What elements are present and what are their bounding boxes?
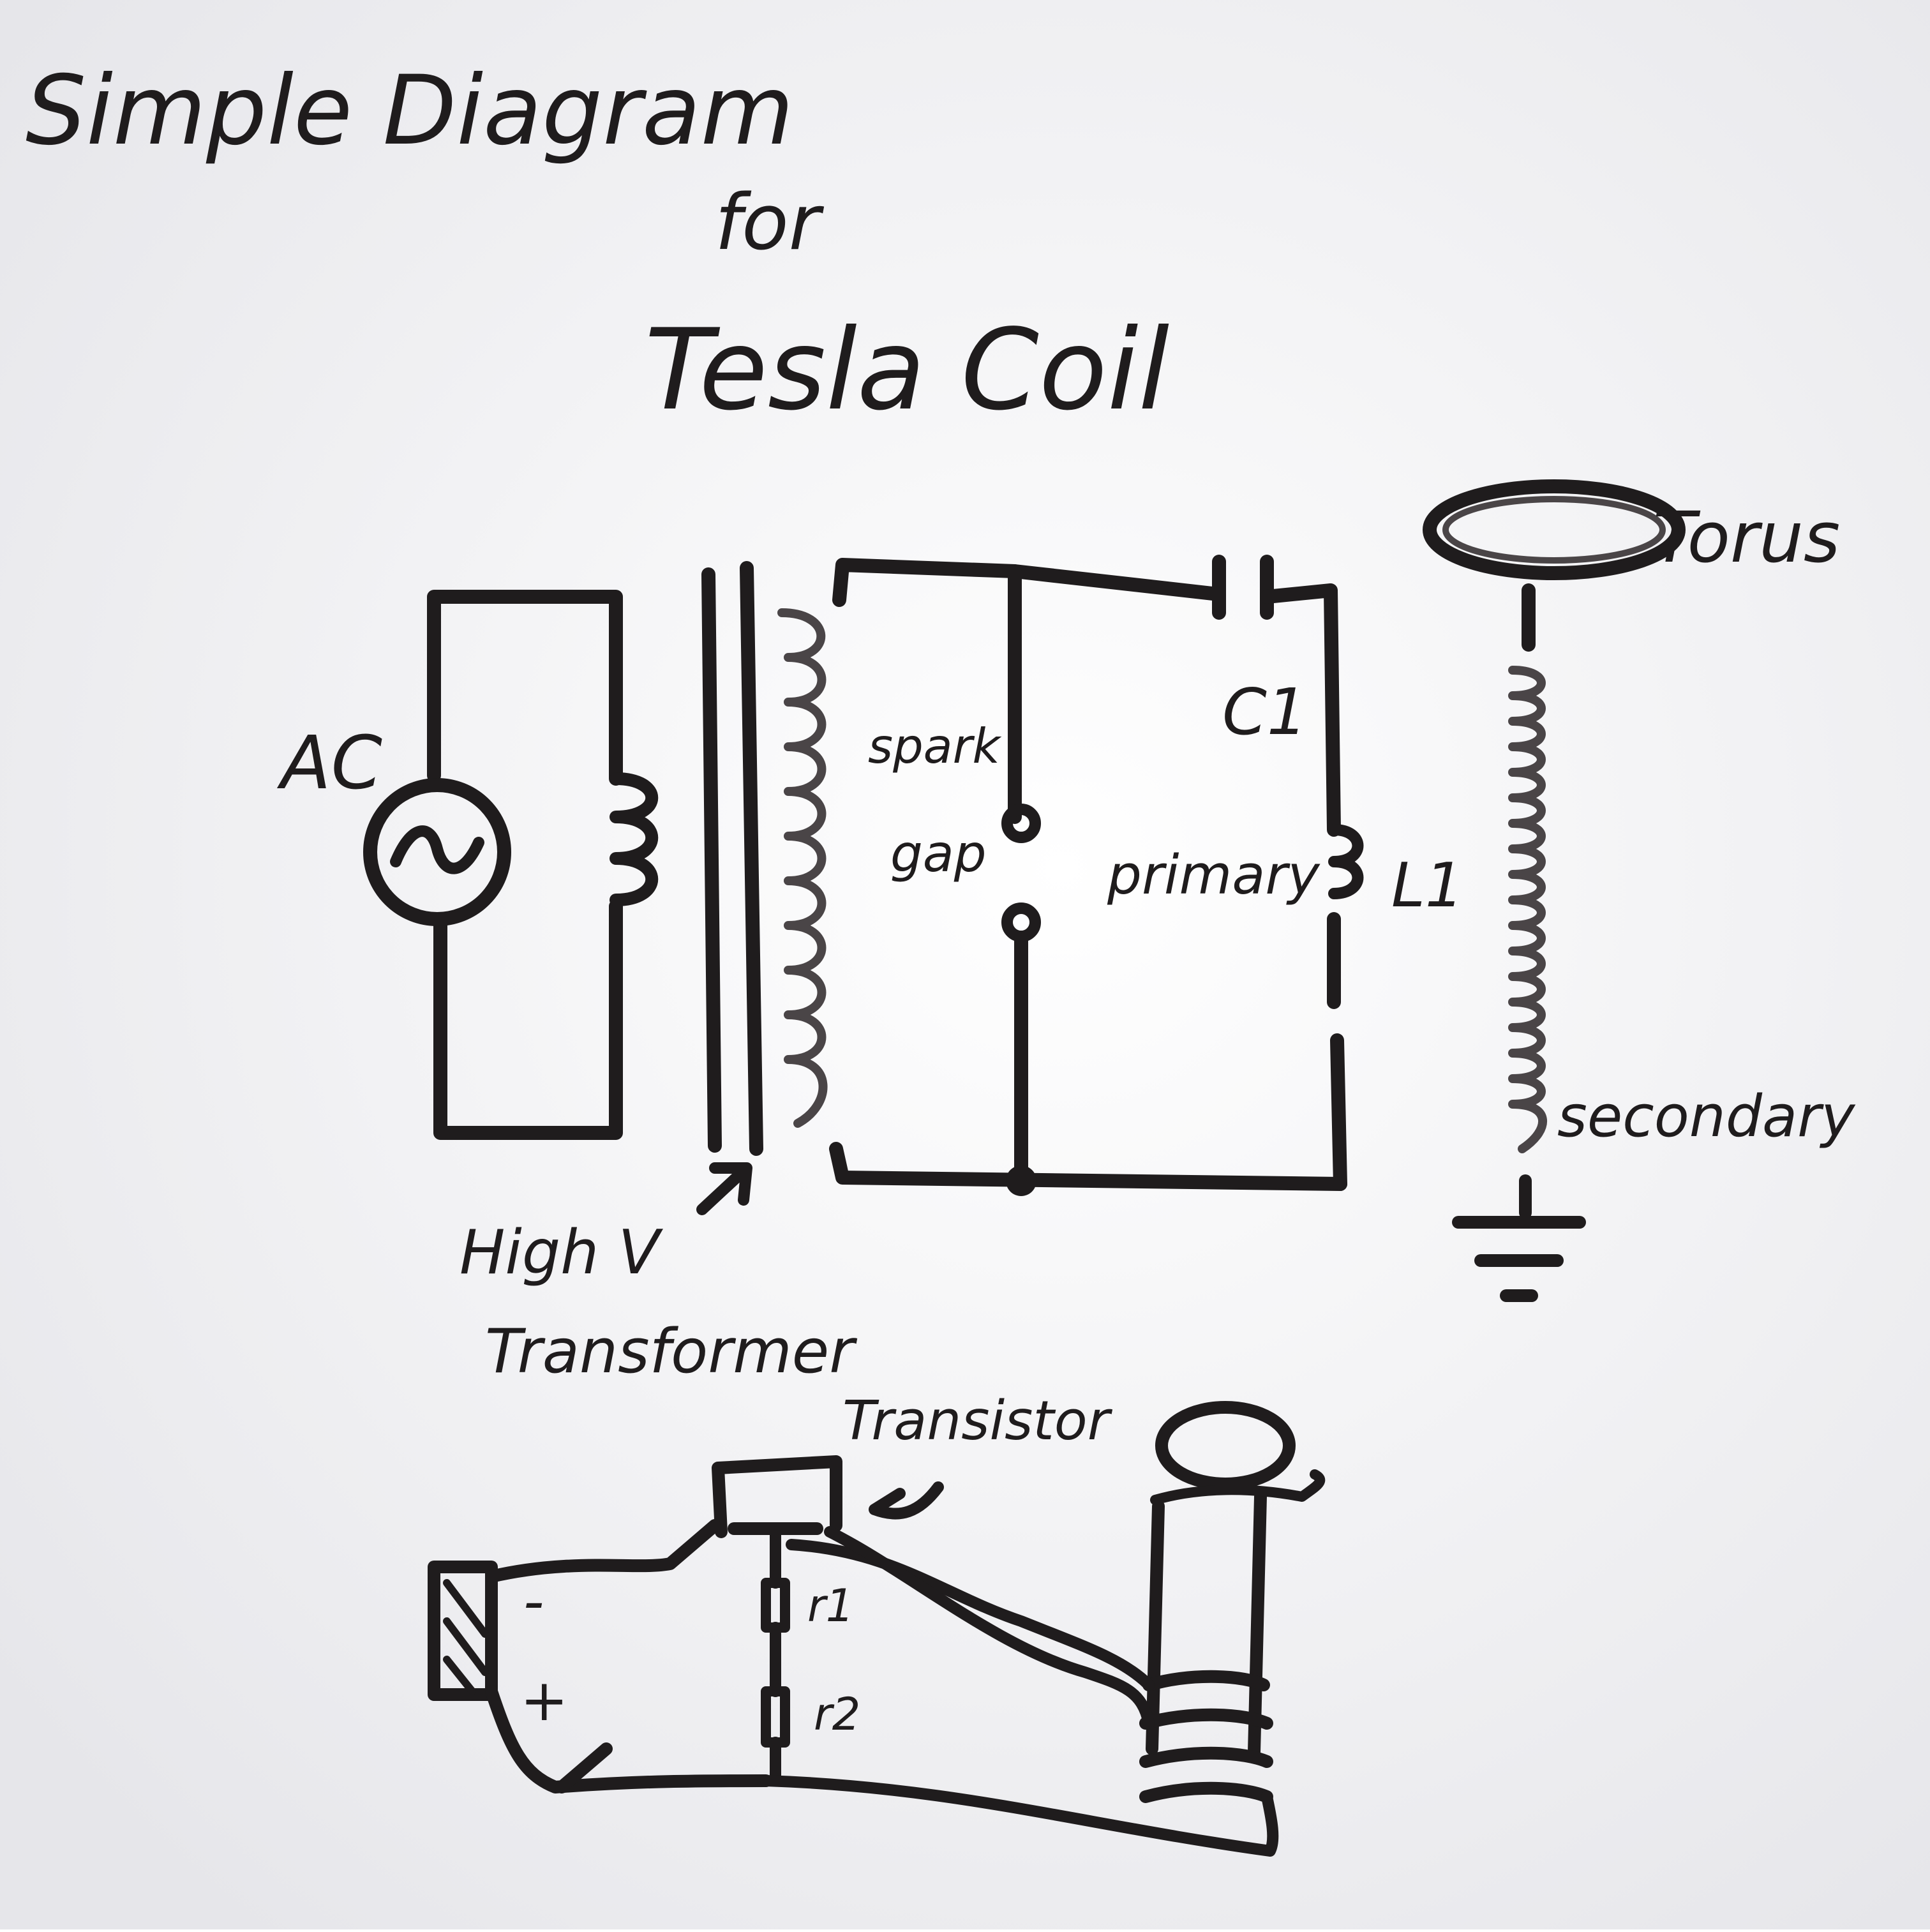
mini-torus <box>1155 1401 1296 1490</box>
battery-plus-label: + <box>520 1667 568 1734</box>
spark-gap-electrode-top <box>1001 804 1041 843</box>
torus-inner-ring <box>1442 496 1666 564</box>
r1-label: r1 <box>807 1580 854 1632</box>
battery-hatch <box>443 1579 489 1695</box>
title-line-3: Tesla Coil <box>645 306 1169 435</box>
ac-circuit: AC <box>276 590 658 1140</box>
transistor-body <box>712 1455 842 1538</box>
gap-label: gap <box>890 824 987 883</box>
tank-wire-top <box>832 558 1220 607</box>
transformer-primary-winding <box>610 772 658 906</box>
wire-return-to-coil <box>760 1775 1279 1857</box>
junction-dot <box>1006 1165 1036 1196</box>
secondary-winding <box>1508 666 1548 1153</box>
mini-primary-turns <box>1139 1670 1273 1803</box>
transistor-circuit: - + Transistor r1 r2 <box>428 1389 1326 1857</box>
spark-label: spark <box>868 718 1001 774</box>
transistor-label: Transistor <box>842 1389 1113 1453</box>
primary-label: primary <box>1107 844 1320 907</box>
capacitor-plates <box>1212 555 1274 620</box>
tank-wire-bottom <box>829 1142 1347 1191</box>
mini-coil-tube <box>1146 1490 1267 1758</box>
wire-battery-bottom <box>485 1685 772 1793</box>
title-line-2: for <box>715 179 825 267</box>
transistor-arrow-icon <box>869 1481 944 1520</box>
wire-battery-to-transistor <box>485 1519 721 1583</box>
secondary-coil: Torus secondary <box>1423 479 1856 1302</box>
transformer-core: High V Transformer <box>460 561 857 1387</box>
sine-wave-icon <box>390 825 484 874</box>
core-bar-2 <box>740 561 763 1156</box>
tank-wire-right-lower <box>1327 912 1347 1191</box>
primary-inductor-l1 <box>1328 824 1364 899</box>
ac-source-symbol <box>363 778 511 926</box>
title: Simple Diagram for Tesla Coil <box>26 56 1169 435</box>
torus-label: Torus <box>1653 497 1840 578</box>
battery-minus-label: - <box>523 1568 544 1635</box>
inductor-label: L1 <box>1391 851 1463 921</box>
ground-icon <box>1452 1216 1586 1302</box>
ac-wire-top <box>427 590 623 786</box>
mini-coil-top-ring <box>1150 1469 1326 1505</box>
battery-icon <box>428 1561 498 1701</box>
ac-label: AC <box>276 721 382 806</box>
wire-switch-lead <box>555 1742 613 1793</box>
transformer-label: Transformer <box>485 1317 857 1387</box>
torus-shape <box>1423 479 1686 580</box>
tank-circuit: spark gap C1 primary L1 <box>829 555 1463 1196</box>
title-line-1: Simple Diagram <box>26 56 794 167</box>
ac-wire-bottom <box>433 899 623 1140</box>
capacitor-label: C1 <box>1222 675 1307 749</box>
transformer-secondary-winding <box>777 608 828 1128</box>
tank-wire-right-upper <box>1260 583 1341 837</box>
wire-transistor-to-coil-2 <box>824 1526 1155 1729</box>
core-bar-1 <box>701 567 722 1153</box>
secondary-label: secondary <box>1557 1083 1856 1150</box>
r2-label: r2 <box>814 1688 860 1741</box>
arrow-icon <box>696 1162 752 1215</box>
high-v-label: High V <box>460 1218 664 1288</box>
